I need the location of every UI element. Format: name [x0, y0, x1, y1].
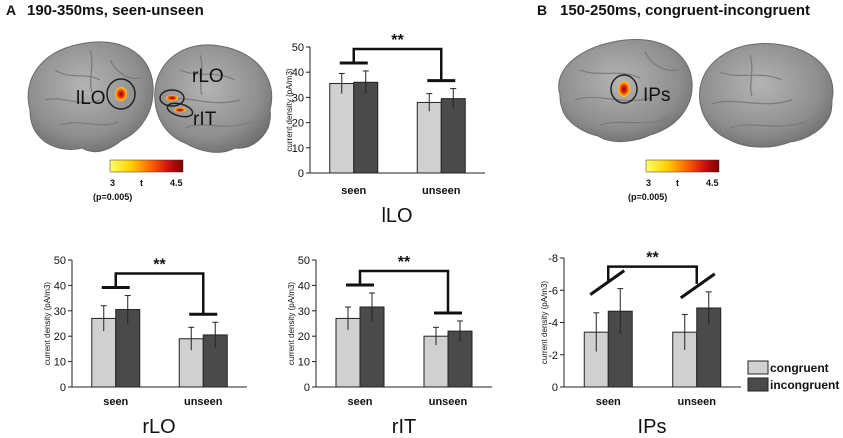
chart-rlo: 0 10 20 30 40 50 current density (pA/m3) seen un…	[43, 255, 247, 438]
brain-label-rit: rIT	[193, 109, 217, 130]
sig-bracket	[114, 272, 205, 315]
y-tick-label: 40	[298, 280, 310, 292]
significance-label: **	[153, 257, 166, 274]
category-label: seen	[596, 396, 621, 408]
y-tick-label: 30	[54, 306, 66, 318]
sig-bar-right	[679, 272, 716, 300]
y-tick-label: 50	[298, 255, 310, 267]
sig-bracket	[607, 265, 698, 284]
y-tick-label: 10	[292, 143, 304, 155]
y-tick-label: 0	[298, 168, 304, 180]
y-tick-label: 40	[54, 280, 66, 292]
y-axis-label: current density (pA/m3)	[43, 282, 52, 365]
y-tick-label: 10	[298, 357, 310, 369]
colorbar-b: 3 t 4.5 (p=0.005)	[628, 159, 720, 202]
category-label: seen	[341, 185, 366, 197]
colorbar-a: 3 t 4.5 (p=0.005)	[93, 159, 184, 202]
bar	[416, 101, 442, 174]
significance-label: **	[646, 250, 659, 267]
sig-bracket	[352, 47, 443, 81]
bar	[353, 81, 379, 174]
colorbar-b-mid: t	[676, 178, 679, 188]
sig-bar-left	[589, 269, 626, 296]
y-tick-label: -4	[548, 318, 558, 330]
colorbar-b-max: 4.5	[706, 178, 719, 188]
category-label: seen	[347, 396, 372, 408]
y-tick-label: 0	[60, 382, 66, 394]
y-tick-label: 30	[298, 306, 310, 318]
category-label: unseen	[677, 396, 716, 408]
chart-rit: 0 10 20 30 40 50 current density (pA/m3) seen un…	[287, 254, 492, 438]
activation-blob-ips	[618, 81, 630, 97]
brain-a-left: lLO	[27, 41, 154, 153]
y-tick-label: 40	[292, 67, 304, 79]
panel-a-letter: A	[6, 2, 16, 18]
colorbar-a-mid: t	[140, 178, 143, 188]
brain-label-rlo: rLO	[192, 66, 224, 87]
y-tick-label: 20	[54, 331, 66, 343]
colorbar-a-min: 3	[110, 178, 115, 188]
chart-title: IPs	[638, 416, 667, 438]
colorbar-b-min: 3	[646, 178, 651, 188]
colorbar-a-p: (p=0.005)	[93, 192, 132, 202]
panel-b-title: 150-250ms, congruent-incongruent	[560, 2, 810, 19]
y-tick-label: 10	[54, 357, 66, 369]
category-label: unseen	[429, 396, 468, 408]
chart-title: rIT	[392, 416, 416, 438]
brain-label-llo: lLO	[76, 88, 106, 109]
y-axis-label: current density (pA/m3)	[287, 282, 296, 365]
y-tick-label: 30	[292, 92, 304, 104]
y-tick-label: 20	[298, 331, 310, 343]
activation-blob-rit	[174, 107, 186, 113]
y-tick-label: 0	[552, 382, 558, 394]
chart-ips: 0 -2 -4 -6 -8 current density (pA/m3) seen unse…	[540, 250, 741, 438]
brain-a-right: rLO rIT	[154, 44, 273, 153]
significance-label: **	[391, 32, 404, 49]
y-tick-label: -6	[548, 285, 558, 297]
legend: congruent incongruent	[747, 360, 839, 392]
y-tick-label: -2	[548, 350, 558, 362]
y-tick-label: 20	[292, 118, 304, 130]
colorbar-b-p: (p=0.005)	[628, 192, 667, 202]
legend-swatch-congruent	[747, 360, 769, 375]
legend-swatch-incongruent	[747, 377, 769, 392]
colorbar-a-max: 4.5	[170, 178, 183, 188]
chart-title: lLO	[381, 205, 412, 227]
legend-label-incongruent: incongruent	[770, 378, 839, 392]
category-label: unseen	[422, 185, 461, 197]
panel-a-title: 190-350ms, seen-unseen	[27, 2, 204, 19]
chart-title: rLO	[142, 416, 175, 438]
category-label: seen	[103, 396, 128, 408]
brain-label-ips: IPs	[643, 85, 670, 106]
y-tick-label: 0	[304, 382, 310, 394]
y-tick-label: 50	[54, 255, 66, 267]
bar	[440, 98, 466, 174]
y-tick-label: -8	[548, 253, 558, 265]
legend-label-congruent: congruent	[770, 361, 829, 375]
significance-label: **	[398, 254, 411, 271]
category-label: unseen	[184, 396, 223, 408]
brain-b-right	[699, 42, 834, 148]
y-tick-label: 50	[292, 42, 304, 54]
panel-b-letter: B	[537, 2, 547, 18]
bar	[329, 83, 355, 174]
activation-blob-rlo	[166, 95, 178, 101]
brain-b-left: IPs	[558, 38, 693, 142]
activation-blob-llo	[115, 87, 127, 101]
y-axis-label: current density (pA/m3)	[540, 281, 549, 364]
sig-bracket	[358, 269, 450, 313]
chart-llo: 0 10 20 30 40 50 current density (pA/m3) seen un…	[285, 32, 485, 227]
y-axis-label: current density (pA/m3)	[285, 68, 294, 151]
